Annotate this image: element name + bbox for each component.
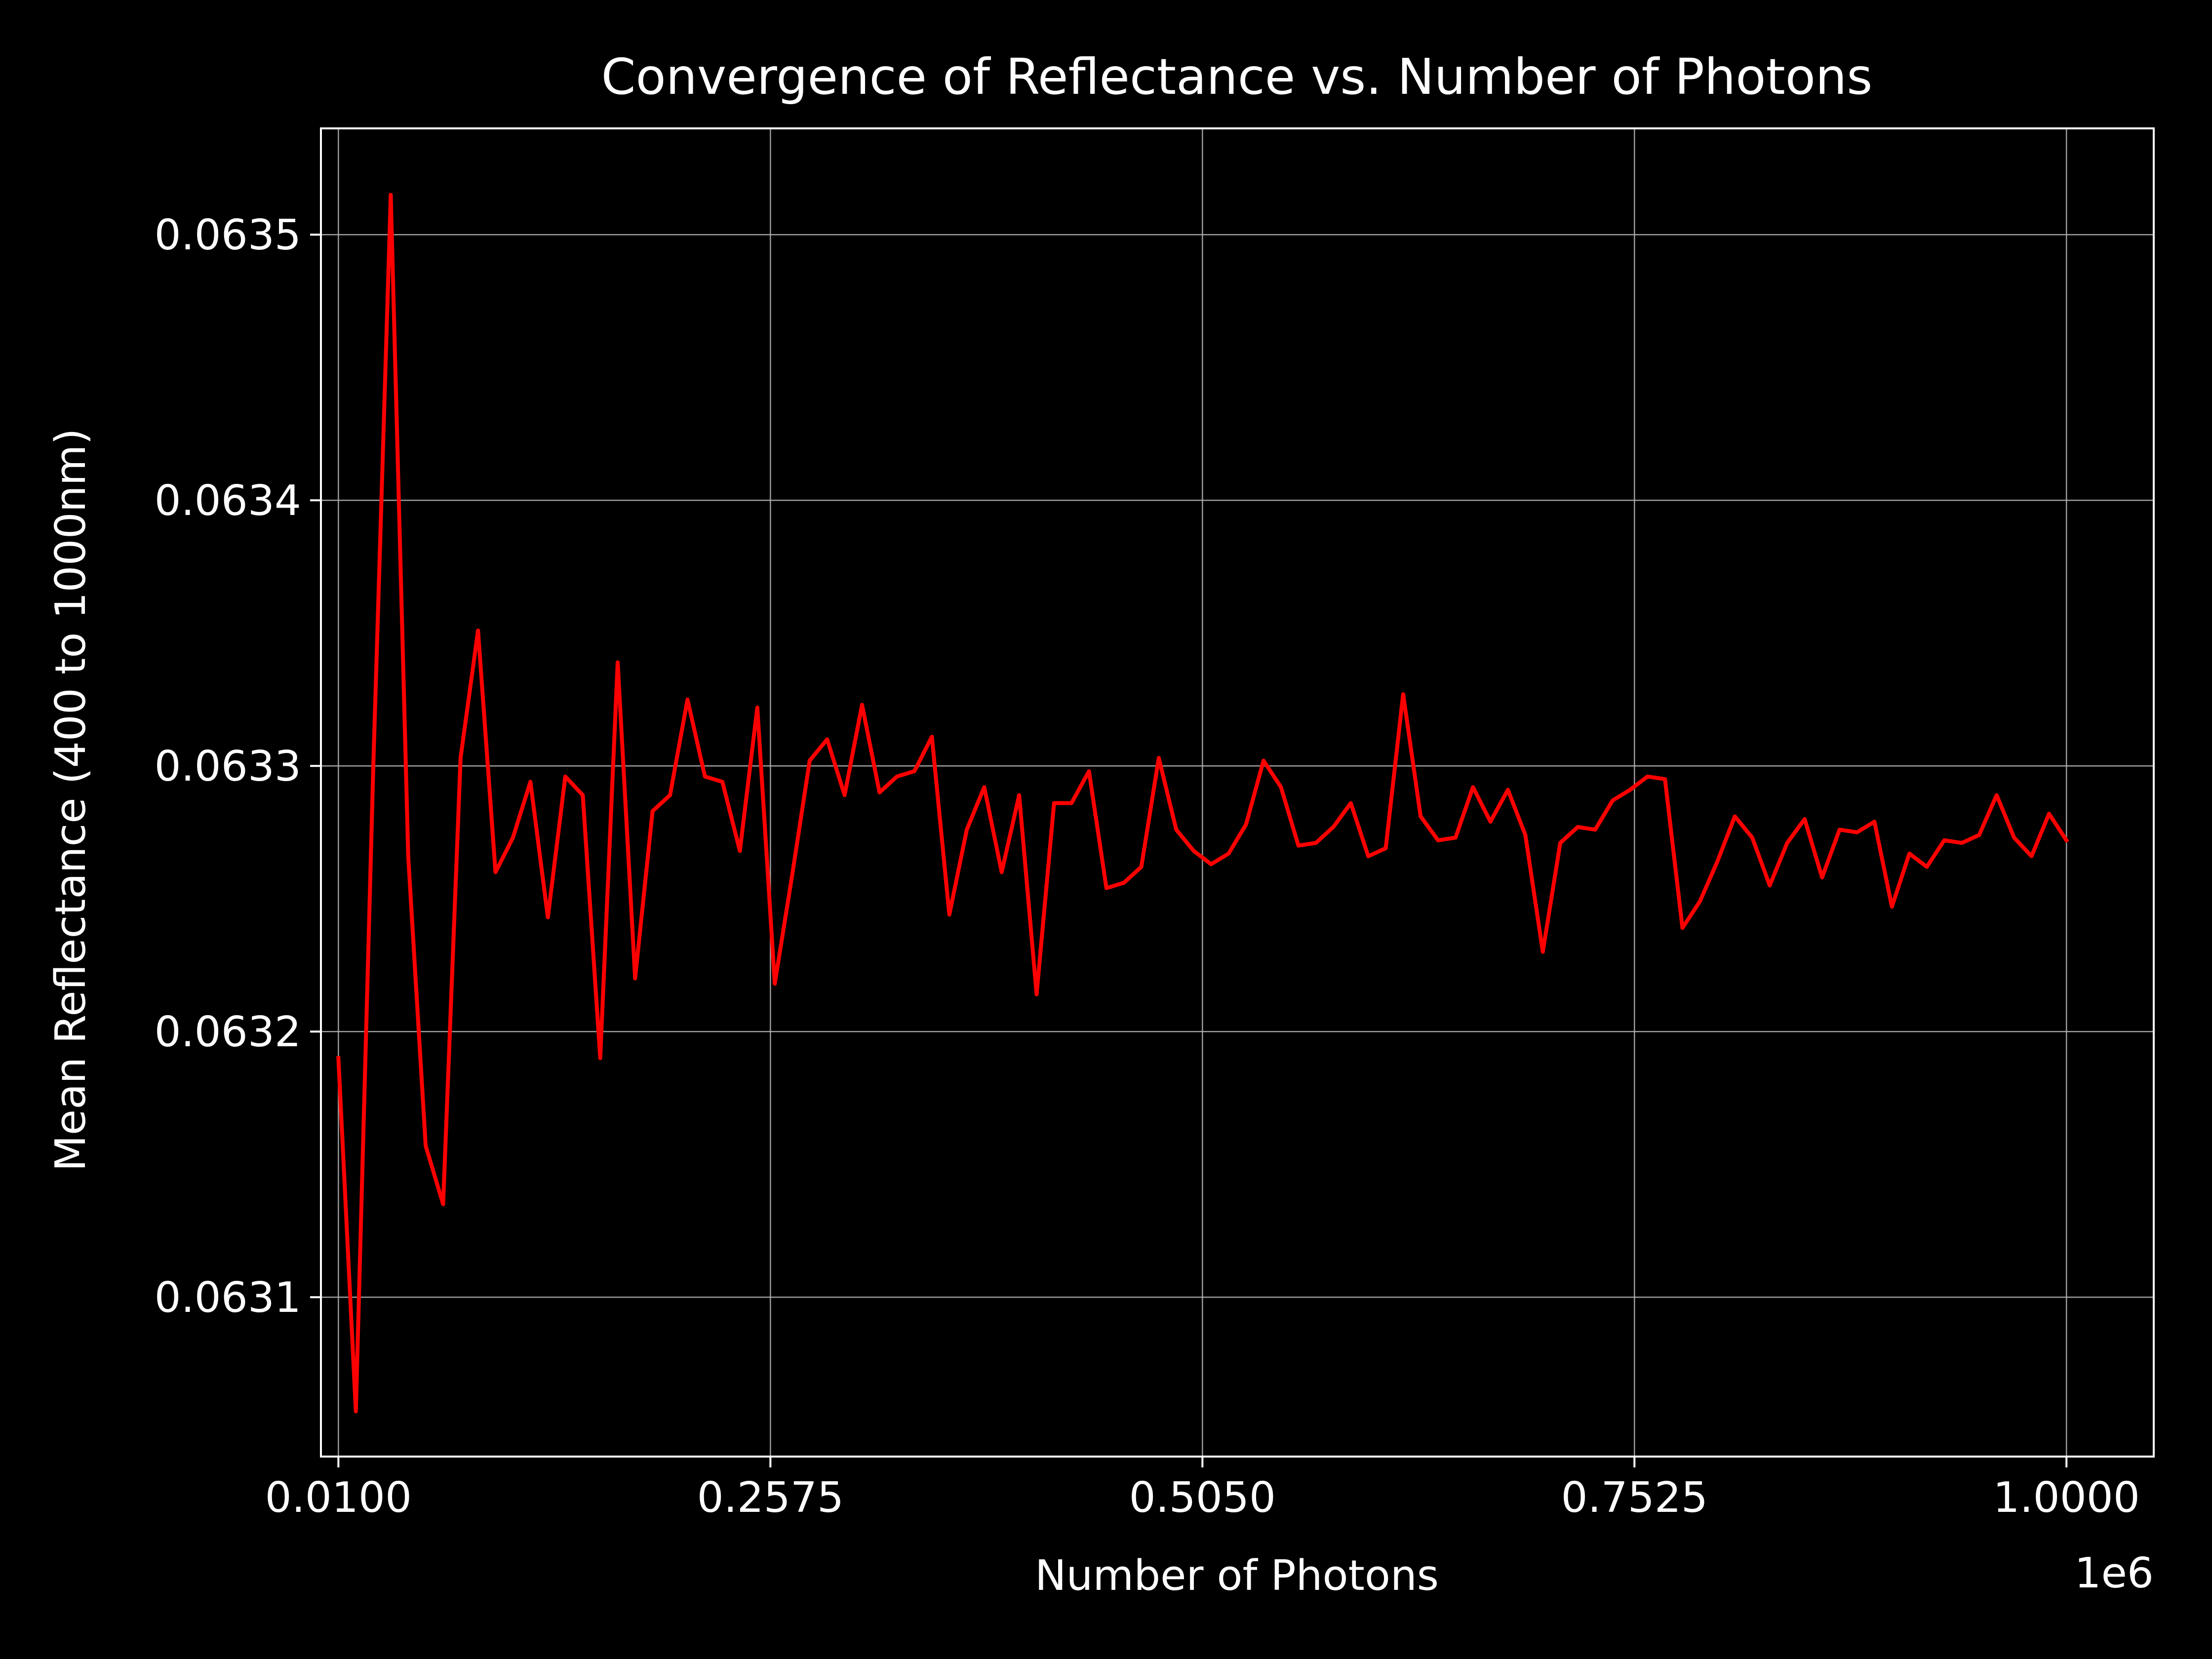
y-axis-label: Mean Reflectance (400 to 1000nm) (46, 429, 95, 1172)
y-tick-label: 0.0631 (155, 1273, 301, 1322)
y-tick-label: 0.0633 (155, 742, 301, 791)
x-tick-label: 0.0100 (265, 1473, 412, 1522)
series-line-0 (336, 193, 2069, 1414)
x-axis-offset-label: 1e6 (2075, 1549, 2154, 1598)
chart-title: Convergence of Reflectance vs. Number of… (601, 48, 1873, 106)
plot-area-frame (320, 127, 2155, 1458)
y-tick-label: 0.0634 (155, 476, 301, 525)
x-tick-label: 0.5050 (1129, 1473, 1276, 1522)
x-tick-label: 0.7525 (1561, 1473, 1708, 1522)
y-tick-label: 0.0635 (155, 211, 301, 260)
y-tick-label: 0.0632 (155, 1008, 301, 1057)
x-tick-label: 1.0000 (1993, 1473, 2140, 1522)
axis-ticks: 0.0100 0.2575 0.5050 0.7525 1.0000 0.0631 0.06… (155, 211, 2140, 1522)
series-layer (336, 193, 2069, 1414)
x-axis-label: Number of Photons (1035, 1551, 1439, 1600)
x-tick-label: 0.2575 (697, 1473, 844, 1522)
grid-lines (321, 128, 2154, 1457)
